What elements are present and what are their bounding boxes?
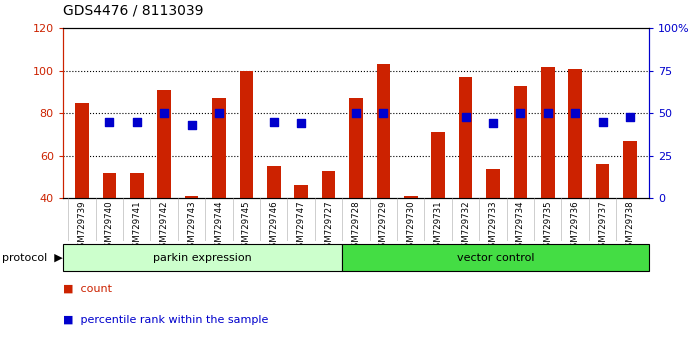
Point <box>158 110 170 116</box>
Point <box>131 119 142 125</box>
Text: GSM729734: GSM729734 <box>516 200 525 253</box>
Text: GSM729735: GSM729735 <box>543 200 552 253</box>
Bar <box>322 171 336 198</box>
Point <box>597 119 608 125</box>
Text: GSM729745: GSM729745 <box>242 200 251 253</box>
Bar <box>295 185 308 198</box>
Point <box>625 114 636 120</box>
Bar <box>103 173 117 198</box>
Text: GSM729737: GSM729737 <box>598 200 607 253</box>
Text: GSM729743: GSM729743 <box>187 200 196 253</box>
Bar <box>568 69 582 198</box>
Text: GSM729736: GSM729736 <box>571 200 579 253</box>
Text: parkin expression: parkin expression <box>153 252 252 263</box>
Bar <box>75 103 89 198</box>
Point <box>350 110 362 116</box>
Text: ■  count: ■ count <box>63 283 112 293</box>
Text: GSM729730: GSM729730 <box>406 200 415 253</box>
Text: vector control: vector control <box>456 252 535 263</box>
Text: GSM729740: GSM729740 <box>105 200 114 253</box>
Bar <box>157 90 171 198</box>
Bar <box>541 67 555 198</box>
Text: GSM729733: GSM729733 <box>489 200 498 253</box>
FancyBboxPatch shape <box>342 244 649 271</box>
Point <box>186 122 197 128</box>
Text: GSM729738: GSM729738 <box>625 200 634 253</box>
Point <box>542 110 554 116</box>
Text: GSM729747: GSM729747 <box>297 200 306 253</box>
Bar <box>431 132 445 198</box>
Bar <box>212 98 226 198</box>
Bar <box>514 86 527 198</box>
Point <box>460 114 471 120</box>
Bar <box>486 169 500 198</box>
Text: GSM729742: GSM729742 <box>160 200 169 253</box>
Bar <box>239 71 253 198</box>
Text: ■  percentile rank within the sample: ■ percentile rank within the sample <box>63 315 268 325</box>
Point <box>104 119 115 125</box>
Point <box>487 121 498 126</box>
Bar <box>459 77 473 198</box>
Bar <box>595 164 609 198</box>
Bar <box>376 64 390 198</box>
FancyBboxPatch shape <box>63 244 342 271</box>
Point <box>214 110 225 116</box>
Text: GSM729739: GSM729739 <box>77 200 87 253</box>
Text: GSM729732: GSM729732 <box>461 200 470 253</box>
Bar <box>404 196 417 198</box>
Bar <box>267 166 281 198</box>
Text: protocol  ▶: protocol ▶ <box>2 252 63 263</box>
Bar <box>623 141 637 198</box>
Text: GSM729746: GSM729746 <box>269 200 279 253</box>
Point <box>570 110 581 116</box>
Point <box>295 121 306 126</box>
Bar <box>349 98 363 198</box>
Bar <box>185 196 198 198</box>
Text: GSM729729: GSM729729 <box>379 200 388 253</box>
Point <box>515 110 526 116</box>
Point <box>378 110 389 116</box>
Text: GSM729727: GSM729727 <box>324 200 333 253</box>
Text: GSM729731: GSM729731 <box>433 200 443 253</box>
Bar <box>130 173 144 198</box>
Text: GSM729741: GSM729741 <box>133 200 141 253</box>
Text: GDS4476 / 8113039: GDS4476 / 8113039 <box>63 4 203 18</box>
Point <box>268 119 279 125</box>
Text: GSM729728: GSM729728 <box>352 200 360 253</box>
Text: GSM729744: GSM729744 <box>214 200 223 253</box>
